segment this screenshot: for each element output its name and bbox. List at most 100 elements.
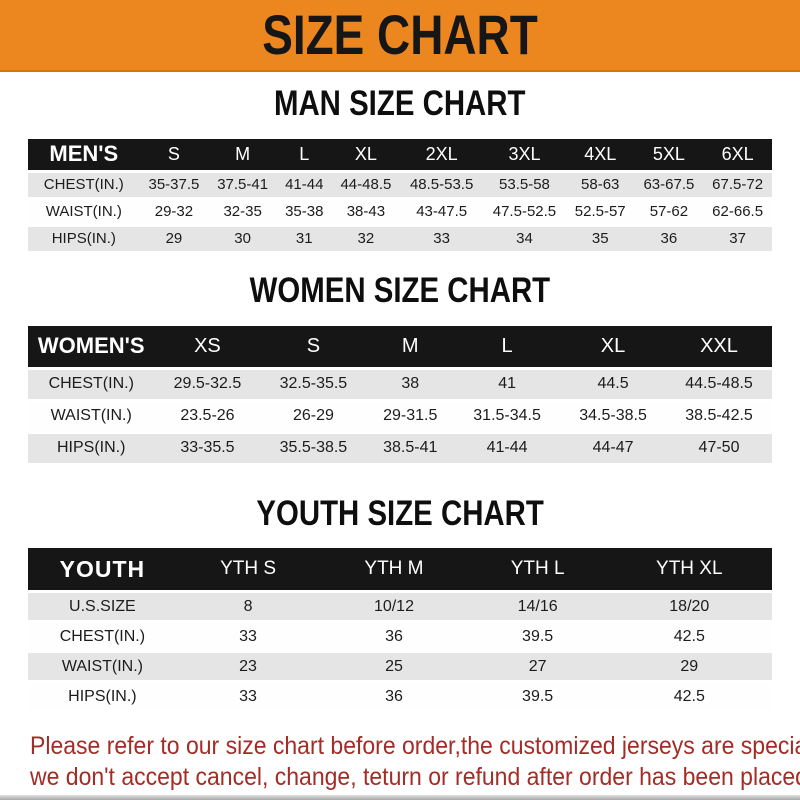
youth-section-title: YOUTH SIZE CHART xyxy=(0,493,800,533)
value-cell: 34.5-38.5 xyxy=(560,401,667,431)
value-cell: 31.5-34.5 xyxy=(454,401,561,431)
size-header-cell: YTH L xyxy=(468,548,607,591)
table-header-row: WOMEN'S XS S M L XL XXL xyxy=(28,325,772,367)
men-section-title-text: MAN SIZE CHART xyxy=(274,84,526,123)
value-cell: 38.5-42.5 xyxy=(666,401,772,431)
value-cell: 25 xyxy=(319,653,469,681)
row-label-cell: HIPS(IN.) xyxy=(28,683,177,711)
value-cell: 32.5-35.5 xyxy=(260,369,367,399)
value-cell: 36 xyxy=(634,226,704,251)
value-cell: 36 xyxy=(319,683,469,711)
table-row: WAIST(IN.) 23.5-26 26-29 29-31.5 31.5-34.5 34… xyxy=(28,401,772,431)
size-header-cell: 6XL xyxy=(703,138,772,170)
value-cell: 27 xyxy=(468,653,607,681)
women-section-title-text: WOMEN SIZE CHART xyxy=(249,270,551,310)
value-cell: 41 xyxy=(454,369,561,399)
table-row: CHEST(IN.) 29.5-32.5 32.5-35.5 38 41 44.5 44.5… xyxy=(28,369,772,399)
value-cell: 35.5-38.5 xyxy=(260,433,367,463)
table-row: HIPS(IN.) 33 36 39.5 42.5 xyxy=(28,683,772,711)
size-header-cell: 4XL xyxy=(565,138,635,170)
row-label-cell: CHEST(IN.) xyxy=(28,623,177,651)
value-cell: 33-35.5 xyxy=(154,433,261,463)
women-size-table: WOMEN'S XS S M L XL XXL CHEST(IN.) 29.5-32.5 32.5… xyxy=(28,323,772,466)
value-cell: 8 xyxy=(176,593,320,621)
value-cell: 47-50 xyxy=(666,433,772,463)
value-cell: 29.5-32.5 xyxy=(154,369,261,399)
value-cell: 18/20 xyxy=(606,593,772,621)
table-title-cell: MEN'S xyxy=(28,138,140,170)
value-cell: 58-63 xyxy=(565,172,635,197)
value-cell: 37 xyxy=(703,226,772,251)
value-cell: 36 xyxy=(319,623,469,651)
value-cell: 35 xyxy=(565,226,635,251)
size-header-cell: YTH XL xyxy=(606,548,772,591)
value-cell: 35-37.5 xyxy=(139,172,209,197)
size-header-cell: M xyxy=(366,325,455,367)
banner: SIZE CHART xyxy=(0,0,800,72)
youth-size-table: YOUTH YTH S YTH M YTH L YTH XL U.S.SIZE 8 10/12… xyxy=(28,545,772,713)
row-label-cell: U.S.SIZE xyxy=(28,593,177,621)
value-cell: 39.5 xyxy=(468,623,607,651)
row-label-cell: WAIST(IN.) xyxy=(28,653,177,681)
value-cell: 44.5-48.5 xyxy=(666,369,772,399)
table-header-row: MEN'S S M L XL 2XL 3XL 4XL 5XL 6XL xyxy=(28,138,772,170)
value-cell: 30 xyxy=(208,226,277,251)
value-cell: 41-44 xyxy=(276,172,332,197)
size-header-cell: XL xyxy=(560,325,667,367)
value-cell: 44.5 xyxy=(560,369,667,399)
value-cell: 38 xyxy=(366,369,455,399)
value-cell: 38-43 xyxy=(331,199,401,224)
row-label-cell: CHEST(IN.) xyxy=(28,369,155,399)
size-header-cell: 5XL xyxy=(634,138,704,170)
table-row: HIPS(IN.) 29 30 31 32 33 34 35 36 37 xyxy=(28,226,772,251)
value-cell: 41-44 xyxy=(454,433,561,463)
value-cell: 67.5-72 xyxy=(703,172,772,197)
size-header-cell: XS xyxy=(154,325,261,367)
value-cell: 44-47 xyxy=(560,433,667,463)
row-label-cell: HIPS(IN.) xyxy=(28,433,155,463)
footer-note-line-2: we don't accept cancel, change, teturn o… xyxy=(30,763,800,792)
value-cell: 42.5 xyxy=(606,683,772,711)
value-cell: 29-31.5 xyxy=(366,401,455,431)
row-label-cell: CHEST(IN.) xyxy=(28,172,140,197)
table-header-row: YOUTH YTH S YTH M YTH L YTH XL xyxy=(28,548,772,591)
value-cell: 14/16 xyxy=(468,593,607,621)
size-header-cell: 3XL xyxy=(483,138,566,170)
size-header-cell: XL xyxy=(331,138,401,170)
value-cell: 63-67.5 xyxy=(634,172,704,197)
value-cell: 52.5-57 xyxy=(565,199,635,224)
size-header-cell: S xyxy=(139,138,209,170)
size-header-cell: L xyxy=(454,325,561,367)
table-row: WAIST(IN.) 23 25 27 29 xyxy=(28,653,772,681)
value-cell: 62-66.5 xyxy=(703,199,772,224)
value-cell: 32 xyxy=(331,226,401,251)
women-section-title: WOMEN SIZE CHART xyxy=(0,270,800,310)
value-cell: 33 xyxy=(176,623,320,651)
value-cell: 34 xyxy=(483,226,566,251)
value-cell: 43-47.5 xyxy=(400,199,484,224)
value-cell: 48.5-53.5 xyxy=(400,172,484,197)
value-cell: 39.5 xyxy=(468,683,607,711)
value-cell: 33 xyxy=(176,683,320,711)
table-row: WAIST(IN.) 29-32 32-35 35-38 38-43 43-47.5 47.… xyxy=(28,199,772,224)
size-header-cell: L xyxy=(276,138,332,170)
footer-note-line-1: Please refer to our size chart before or… xyxy=(30,732,800,761)
table-row: CHEST(IN.) 33 36 39.5 42.5 xyxy=(28,623,772,651)
row-label-cell: HIPS(IN.) xyxy=(28,226,140,251)
banner-title: SIZE CHART xyxy=(262,3,538,66)
men-size-table: MEN'S S M L XL 2XL 3XL 4XL 5XL 6XL CHEST(IN.) 35-37… xyxy=(28,136,772,254)
value-cell: 42.5 xyxy=(606,623,772,651)
value-cell: 29 xyxy=(139,226,209,251)
size-header-cell: M xyxy=(208,138,277,170)
value-cell: 47.5-52.5 xyxy=(483,199,566,224)
value-cell: 33 xyxy=(400,226,484,251)
men-section-title: MAN SIZE CHART xyxy=(0,84,800,123)
value-cell: 44-48.5 xyxy=(331,172,401,197)
value-cell: 31 xyxy=(276,226,332,251)
size-header-cell: 2XL xyxy=(400,138,484,170)
value-cell: 26-29 xyxy=(260,401,367,431)
row-label-cell: WAIST(IN.) xyxy=(28,199,140,224)
youth-section-title-text: YOUTH SIZE CHART xyxy=(256,493,544,533)
size-header-cell: XXL xyxy=(666,325,772,367)
table-row: U.S.SIZE 8 10/12 14/16 18/20 xyxy=(28,593,772,621)
